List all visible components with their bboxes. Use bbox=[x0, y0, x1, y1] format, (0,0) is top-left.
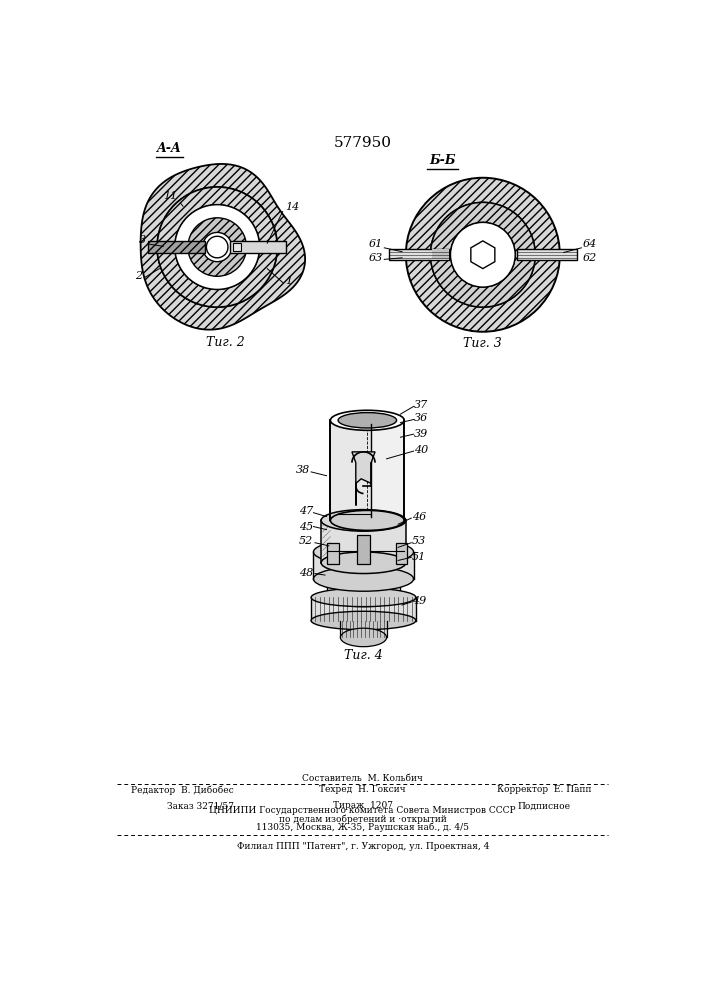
Text: Τиг. 4: Τиг. 4 bbox=[344, 649, 383, 662]
Bar bbox=[327, 543, 339, 564]
Ellipse shape bbox=[338, 413, 397, 428]
Text: ЦНИИПИ Государственного комитета Совета Министров СССР: ЦНИИПИ Государственного комитета Совета … bbox=[209, 806, 516, 815]
Text: 39: 39 bbox=[414, 429, 428, 439]
Text: Техред  Н. Гоксич: Техред Н. Гоксич bbox=[320, 785, 406, 794]
Text: 64: 64 bbox=[583, 239, 597, 249]
Text: 52: 52 bbox=[298, 536, 313, 546]
Text: 14: 14 bbox=[285, 202, 299, 212]
Ellipse shape bbox=[327, 571, 399, 590]
Polygon shape bbox=[331, 567, 396, 580]
Text: Составитель  М. Кольбич: Составитель М. Кольбич bbox=[303, 774, 423, 783]
Text: 47: 47 bbox=[298, 506, 313, 516]
Text: 3: 3 bbox=[139, 235, 146, 245]
Text: 36: 36 bbox=[414, 413, 428, 423]
Bar bbox=[432, 249, 449, 260]
Text: 61: 61 bbox=[368, 239, 382, 249]
Circle shape bbox=[206, 236, 228, 258]
Polygon shape bbox=[352, 452, 375, 505]
Text: 2: 2 bbox=[134, 271, 141, 281]
Circle shape bbox=[431, 202, 535, 307]
Bar bbox=[230, 241, 286, 253]
Text: 1: 1 bbox=[285, 276, 292, 286]
Text: 577950: 577950 bbox=[334, 136, 392, 150]
Polygon shape bbox=[311, 597, 416, 620]
Ellipse shape bbox=[311, 588, 416, 607]
Text: по делам изобретений и ·открытий: по делам изобретений и ·открытий bbox=[279, 814, 447, 824]
Circle shape bbox=[175, 205, 259, 289]
Polygon shape bbox=[371, 424, 404, 517]
Circle shape bbox=[450, 222, 515, 287]
Bar bbox=[148, 241, 205, 253]
Polygon shape bbox=[330, 420, 404, 520]
Text: 46: 46 bbox=[411, 512, 426, 522]
Ellipse shape bbox=[311, 611, 416, 630]
Text: Филиал ППП "Патент", г. Ужгород, ул. Проектная, 4: Филиал ППП "Патент", г. Ужгород, ул. Про… bbox=[237, 842, 489, 851]
Circle shape bbox=[406, 178, 560, 332]
Text: 51: 51 bbox=[411, 552, 426, 562]
Text: Б-Б: Б-Б bbox=[430, 154, 456, 167]
Text: 113035, Москва, Ж-35, Раушская наб., д. 4/5: 113035, Москва, Ж-35, Раушская наб., д. … bbox=[256, 823, 469, 832]
Text: Тираж  1207: Тираж 1207 bbox=[333, 801, 392, 810]
Text: Подписное: Подписное bbox=[518, 801, 571, 810]
Circle shape bbox=[157, 187, 277, 307]
Polygon shape bbox=[327, 580, 399, 597]
Text: Корректор  Е. Папп: Корректор Е. Папп bbox=[497, 785, 592, 794]
Text: 63: 63 bbox=[368, 253, 382, 263]
Text: 11: 11 bbox=[163, 191, 177, 201]
Text: 53: 53 bbox=[411, 536, 426, 546]
Text: A-A: A-A bbox=[157, 142, 182, 155]
Bar bbox=[396, 543, 407, 564]
Text: Τиг. 2: Τиг. 2 bbox=[206, 336, 244, 349]
Bar bbox=[148, 241, 205, 253]
Polygon shape bbox=[321, 520, 406, 563]
Text: Редактор  В. Дибобес: Редактор В. Дибобес bbox=[132, 785, 234, 795]
Bar bbox=[233, 243, 241, 251]
Text: 40: 40 bbox=[414, 445, 428, 455]
Ellipse shape bbox=[327, 588, 399, 607]
Ellipse shape bbox=[330, 410, 404, 430]
Bar bbox=[517, 249, 577, 260]
Text: 45: 45 bbox=[298, 522, 313, 532]
Ellipse shape bbox=[331, 571, 396, 590]
Bar bbox=[389, 249, 449, 260]
Ellipse shape bbox=[313, 567, 414, 591]
Ellipse shape bbox=[331, 557, 396, 576]
Text: 49: 49 bbox=[411, 596, 426, 606]
Text: 62: 62 bbox=[583, 253, 597, 263]
Bar bbox=[356, 535, 370, 564]
Text: Заказ 3271/57: Заказ 3271/57 bbox=[167, 801, 234, 810]
Ellipse shape bbox=[321, 510, 406, 531]
Text: 37: 37 bbox=[414, 400, 428, 410]
Polygon shape bbox=[340, 620, 387, 637]
Text: 38: 38 bbox=[296, 465, 310, 475]
Text: Τиг. 3: Τиг. 3 bbox=[464, 337, 502, 350]
Polygon shape bbox=[471, 241, 495, 269]
Polygon shape bbox=[141, 164, 305, 330]
Ellipse shape bbox=[340, 628, 387, 647]
Ellipse shape bbox=[321, 552, 406, 574]
Text: 48: 48 bbox=[298, 568, 313, 578]
Ellipse shape bbox=[330, 510, 404, 530]
Ellipse shape bbox=[313, 540, 414, 564]
Polygon shape bbox=[313, 552, 414, 579]
